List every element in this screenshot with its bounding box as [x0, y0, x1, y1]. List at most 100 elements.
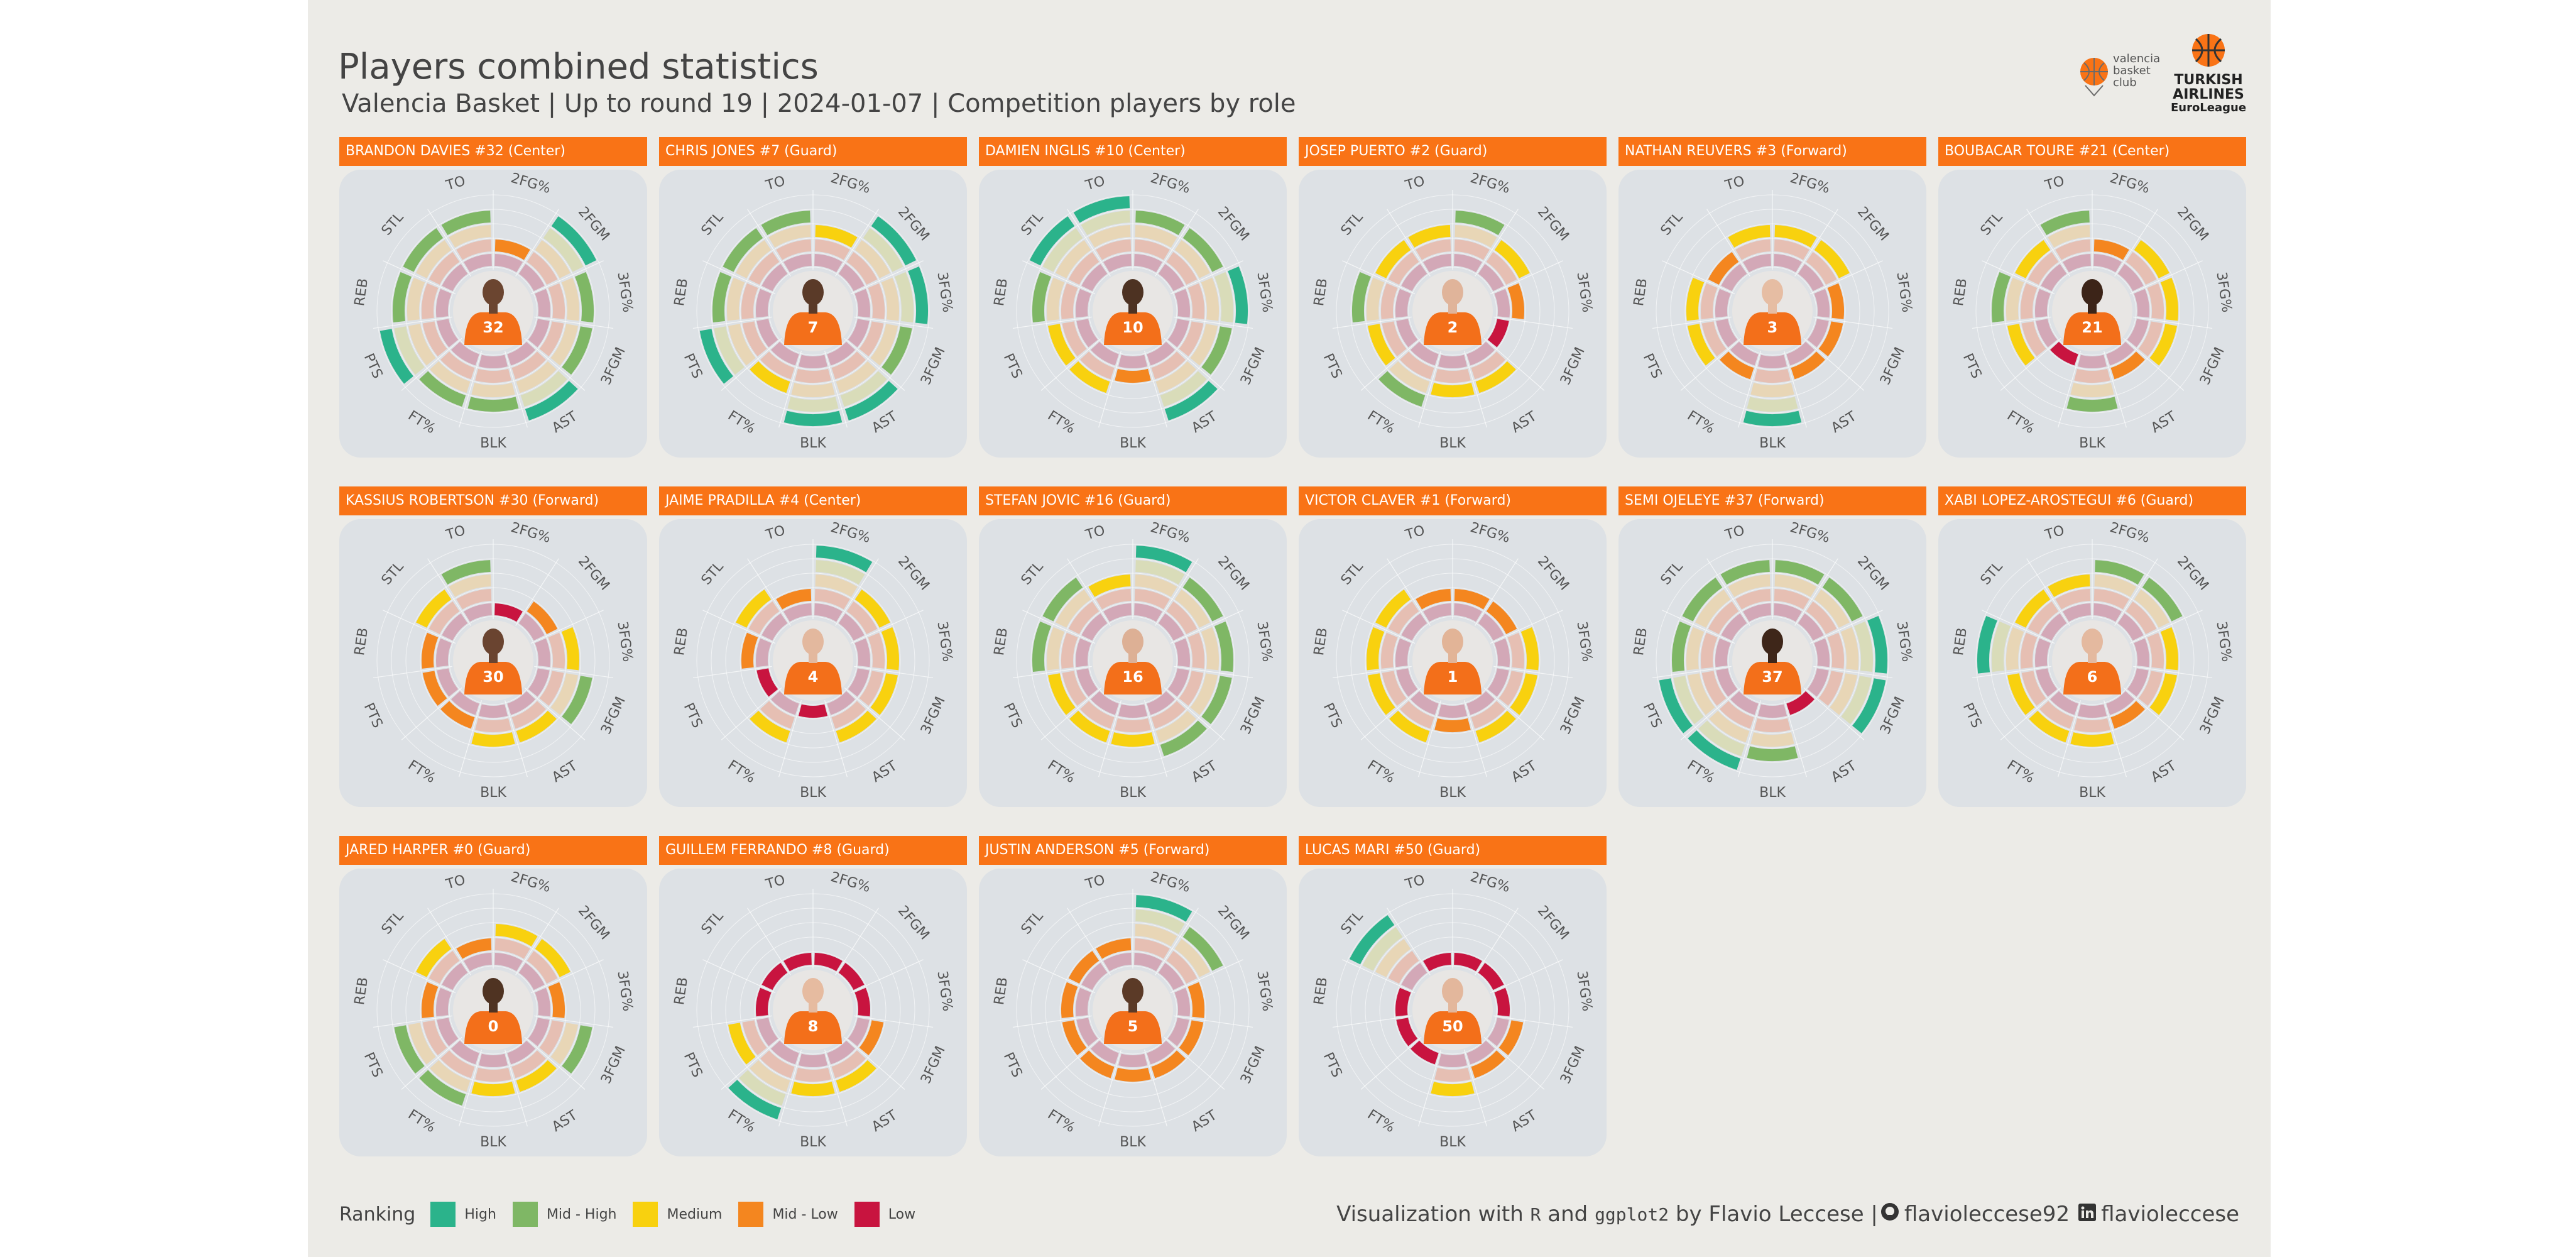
jersey-number: 30 [483, 668, 503, 686]
bar-segment-stl [1401, 613, 1427, 641]
bar-segment-2fgpct [814, 589, 850, 610]
guide-ring [725, 922, 901, 1098]
bar-segment-3fgm [550, 673, 578, 715]
category-label: AST [1189, 409, 1220, 436]
bar-segment-2fgm [1174, 590, 1210, 628]
guide-ring [2019, 238, 2166, 385]
bar-segment-ftpct [1069, 361, 1110, 393]
category-label: FT% [1365, 408, 1398, 437]
bar-segment-reb [1715, 288, 1731, 318]
bar-segment-reb [712, 272, 732, 323]
bar-segment-2fgm [535, 240, 570, 278]
category-label: 3FG% [934, 620, 955, 663]
bar-segment-2fgpct [2094, 574, 2137, 597]
bar-segment-ftpct [430, 361, 471, 393]
jersey-number: 50 [1442, 1018, 1463, 1035]
guide-ring [1059, 936, 1206, 1084]
bar-segment-2fgpct [1774, 239, 1809, 260]
bar-segment-blk [1434, 718, 1471, 733]
guide-ring [1088, 616, 1177, 705]
guide-line [524, 1036, 586, 1090]
guide-line [373, 316, 452, 329]
bar-segment-to [464, 603, 492, 622]
bar-segment-to [449, 225, 491, 248]
guide-line [1418, 351, 1441, 428]
head-icon [1762, 628, 1783, 655]
legend-item: High [430, 1202, 496, 1227]
bar-segment-3fgm [1818, 671, 1843, 706]
guide-ring [1990, 558, 2195, 763]
guide-line [1342, 610, 1416, 644]
bar-segment-3fgpct [1840, 627, 1859, 671]
bar-segment-3fgm [2138, 321, 2163, 357]
bar-segment-3fgm [1167, 1018, 1189, 1046]
head-icon [1122, 628, 1143, 655]
guide-line [1022, 260, 1096, 295]
bar-segment-ast [511, 351, 546, 380]
guide-line [1490, 260, 1563, 295]
jersey-icon [1744, 662, 1801, 694]
category-label: AST [1189, 758, 1220, 786]
category-label: FT% [405, 408, 439, 437]
bar-segment-blk [1754, 368, 1791, 383]
guide-line [1164, 1036, 1225, 1090]
category-label: AST [1828, 758, 1860, 786]
bar-segment-reb [1046, 277, 1065, 321]
bar-segment-reb [436, 288, 452, 318]
bar-segment-pts [2036, 319, 2058, 348]
bar-segment-blk [1115, 368, 1151, 383]
bar-segment-to [1103, 953, 1132, 972]
bar-segment-reb [421, 632, 439, 669]
bar-segment-2fgpct [815, 225, 858, 248]
bar-segment-ftpct [760, 351, 795, 380]
category-label: 2FG% [829, 520, 872, 546]
bar-segment-stl [1349, 915, 1395, 965]
category-label: TO [2043, 523, 2066, 544]
category-label: AST [549, 409, 581, 436]
bar-segment-2fgpct [494, 953, 523, 972]
bar-segment-3fgpct [535, 288, 550, 318]
category-label: REB [352, 976, 371, 1006]
bar-segment-reb [1380, 283, 1398, 319]
category-label: 3FG% [2213, 620, 2234, 663]
bar-segment-ast [516, 710, 557, 743]
guide-line [1652, 666, 1732, 679]
bar-segment-2fgm [1494, 240, 1530, 278]
guide-line [1475, 908, 1519, 975]
bar-segment-stl [442, 962, 468, 991]
bar-segment-stl [2041, 263, 2067, 292]
bar-segment-ftpct [760, 1050, 795, 1079]
bar-segment-blk [478, 354, 508, 368]
player-header: JARED HARPER #0 (Guard) [339, 836, 647, 865]
bar-segment-2fgpct [1454, 254, 1482, 273]
guide-line [1040, 338, 1102, 391]
guide-line [844, 687, 905, 740]
bar-segment-3fgpct [1174, 638, 1190, 667]
bar-segment-reb [741, 283, 758, 319]
guide-line [1706, 209, 1750, 277]
guide-ring [1030, 209, 1235, 414]
category-label: BLK [1759, 436, 1786, 451]
bar-segment-blk [471, 732, 515, 747]
bar-segment-2fgpct [1454, 239, 1490, 260]
category-label: BLK [1120, 785, 1146, 801]
category-label: TO [1083, 173, 1107, 194]
category-label: STL [1658, 559, 1686, 588]
player-header: BRANDON DAVIES #32 (Center) [339, 137, 647, 166]
bar-segment-pts [408, 324, 436, 366]
guide-ring [391, 209, 596, 414]
player-card: LUCAS MARI #50 (Guard) 2FG% 2FGM 3FG% 3FGM AS… [1299, 836, 1607, 1156]
category-label: BLK [800, 785, 826, 801]
bar-segment-3fgpct [854, 288, 870, 318]
guide-ring [1074, 252, 1192, 370]
bar-segment-to [783, 603, 812, 622]
bar-segment-blk [1757, 354, 1787, 368]
github-handle[interactable]: flavioleccese92 [1904, 1202, 2070, 1227]
guide-ring [1365, 223, 1541, 399]
bar-segment-blk [478, 1053, 508, 1067]
bar-segment-3fgpct [1187, 982, 1205, 1018]
guide-ring [754, 252, 872, 370]
category-label: FT% [1365, 1107, 1398, 1136]
linkedin-handle[interactable]: flavioleccese [2101, 1202, 2239, 1227]
bar-segment-ftpct [2039, 701, 2074, 729]
